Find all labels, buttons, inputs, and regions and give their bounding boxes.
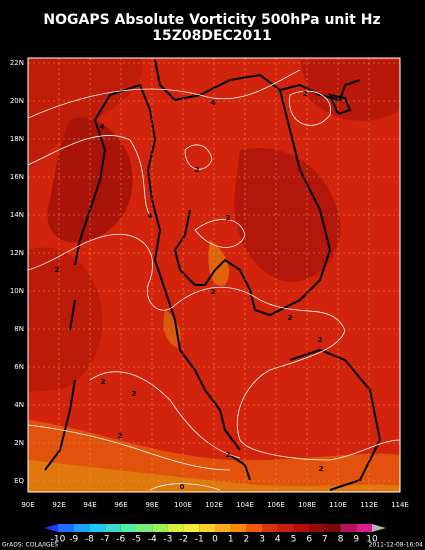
colorbar-swatch xyxy=(356,524,372,532)
contour-label: 4 xyxy=(100,123,105,131)
lon-label: 90E xyxy=(21,501,34,509)
contour-label: 2 xyxy=(226,451,231,459)
colorbar-swatch xyxy=(277,524,294,532)
contour-label: 2 xyxy=(118,432,123,440)
colorbar-swatch xyxy=(215,524,231,532)
lat-label: 18N xyxy=(10,135,24,143)
title: NOGAPS Absolute Vorticity 500hPa unit Hz xyxy=(43,12,380,28)
colorbar-label: 7 xyxy=(322,535,328,545)
lon-label: 114E xyxy=(391,501,409,509)
colorbar-label: 3 xyxy=(259,535,265,545)
colorbar-end xyxy=(44,524,58,532)
colorbar-label: 5 xyxy=(291,535,297,545)
lat-label: 22N xyxy=(10,59,24,67)
colorbar-label: -1 xyxy=(195,535,204,545)
colorbar-label: 9 xyxy=(353,535,359,545)
colorbar-end xyxy=(372,524,386,532)
lat-label: 16N xyxy=(10,173,24,181)
lon-label: 94E xyxy=(83,501,96,509)
coastlines xyxy=(44,59,382,491)
colorbar-label: 6 xyxy=(306,535,312,545)
colorbar-label: -7 xyxy=(101,535,110,545)
lon-label: 100E xyxy=(174,501,192,509)
colorbar-label: -4 xyxy=(148,535,157,545)
colorbar-label: -3 xyxy=(163,535,172,545)
colorbar-swatch xyxy=(262,524,278,532)
colorbar-swatch xyxy=(152,524,168,532)
map-field xyxy=(28,58,400,492)
colorbar-swatch xyxy=(89,524,106,532)
colorbar-label: -10 xyxy=(51,535,66,545)
contours xyxy=(28,69,400,491)
colorbar-label: -5 xyxy=(132,535,141,545)
lon-label: 110E xyxy=(329,501,347,509)
colorbar-label: -9 xyxy=(69,535,78,545)
colorbar-label: 1 xyxy=(228,535,234,545)
colorbar-label: 8 xyxy=(338,535,344,545)
subtitle: 15Z08DEC2011 xyxy=(152,28,272,44)
colorbar-swatch xyxy=(105,524,121,532)
colorbar-swatch xyxy=(246,524,263,532)
colorbar-label: 2 xyxy=(244,535,250,545)
colorbar-swatch xyxy=(136,524,153,532)
colorbar-label: -8 xyxy=(85,535,94,545)
contour-label: 4 xyxy=(148,212,153,220)
colorbar-label: 10 xyxy=(366,535,378,545)
lon-label: 104E xyxy=(236,501,254,509)
lon-label: 106E xyxy=(267,501,285,509)
colorbar-label: -2 xyxy=(179,535,188,545)
credit: GrADS: COLA/IGES xyxy=(2,542,58,549)
contour-label: 2 xyxy=(211,288,216,296)
contour-label: 2 xyxy=(195,166,200,174)
colorbar-swatch xyxy=(167,524,184,532)
timestamp: 2011-12-08-16:04 xyxy=(369,542,424,549)
colorbar-label: 4 xyxy=(275,535,281,545)
colorbar-label: 0 xyxy=(212,535,218,545)
colorbar-swatch xyxy=(293,524,310,532)
contour-labels: 4 4 2 2 4 2 2 2 2 2 2 2 2 2 2 0 xyxy=(55,90,324,491)
contour-label: 2 xyxy=(101,378,106,386)
lon-label: 96E xyxy=(114,501,127,509)
colorbar-swatch xyxy=(120,524,137,532)
lat-label: 14N xyxy=(10,211,24,219)
contour-label: 2 xyxy=(318,336,323,344)
contour-label: 2 xyxy=(319,465,324,473)
lat-label: 4N xyxy=(14,401,24,409)
lon-label: 92E xyxy=(52,501,65,509)
colorbar-swatch xyxy=(309,524,325,532)
grid xyxy=(28,58,400,492)
colorbar-swatch xyxy=(199,524,215,532)
lat-label: 12N xyxy=(10,249,24,257)
contour-label: 2 xyxy=(288,314,293,322)
contour-label: 2 xyxy=(226,214,231,222)
colorbar-swatch xyxy=(324,524,341,532)
lon-label: 112E xyxy=(360,501,378,509)
colorbar-swatch xyxy=(230,524,247,532)
lat-label: EQ xyxy=(14,477,24,485)
colorbar-swatch xyxy=(340,524,357,532)
lat-label: 6N xyxy=(14,363,24,371)
map-frame xyxy=(27,57,401,493)
lon-label: 108E xyxy=(298,501,316,509)
colorbar-swatch xyxy=(183,524,200,532)
contour-label: 4 xyxy=(211,99,216,107)
contour-label: 2 xyxy=(132,390,137,398)
colorbar-swatch xyxy=(58,524,74,532)
colorbar-swatch xyxy=(73,524,90,532)
lat-label: 10N xyxy=(10,287,24,295)
contour-label: 2 xyxy=(303,90,308,98)
lon-label: 102E xyxy=(205,501,223,509)
lon-label: 98E xyxy=(145,501,158,509)
contour-label: 2 xyxy=(55,266,60,274)
lat-label: 2N xyxy=(14,439,24,447)
colorbar-label: -6 xyxy=(116,535,125,545)
lat-label: 8N xyxy=(14,325,24,333)
contour-label: 0 xyxy=(180,483,185,491)
lat-label: 20N xyxy=(10,97,24,105)
